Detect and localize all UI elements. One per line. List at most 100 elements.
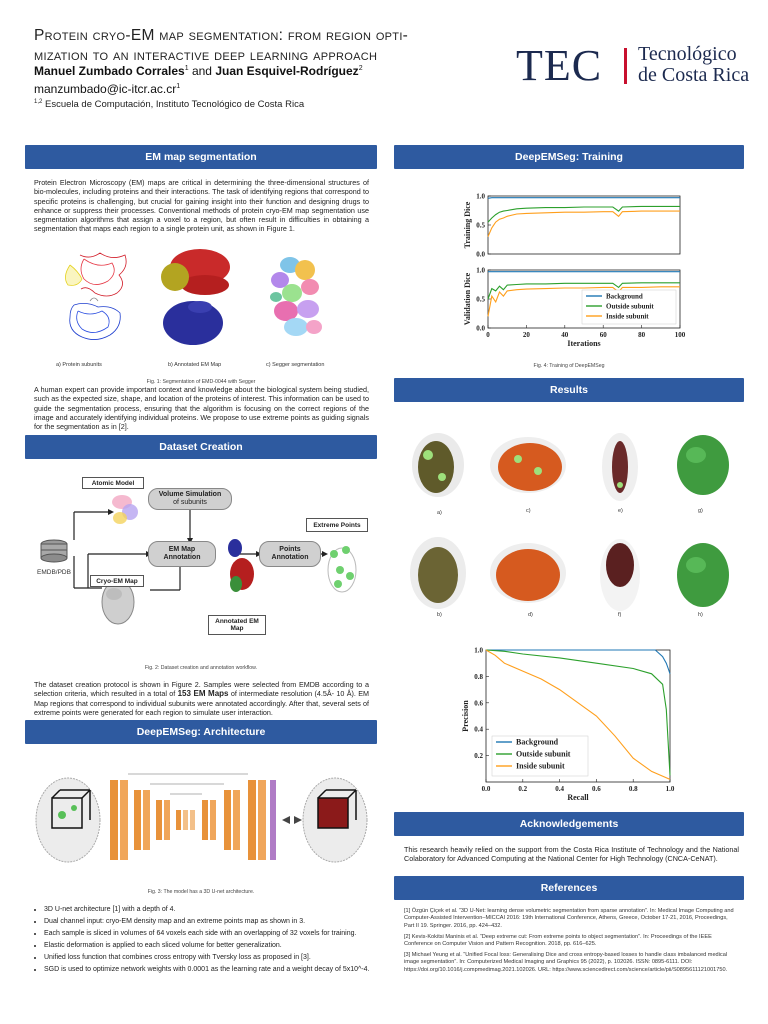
pr-x-tick-label: 0.6	[592, 785, 601, 793]
result-f	[600, 539, 640, 611]
fig1-sub-b: b) Annotated EM Map	[168, 362, 222, 368]
val-y-tick-label: 1.0	[476, 267, 485, 275]
pr-x-tick-label: 0.2	[518, 785, 527, 793]
dataset-paragraph: The dataset creation protocol is shown i…	[34, 680, 369, 717]
annotated-map-label-1: Annotated EM	[215, 618, 259, 625]
tec-logo-divider	[624, 48, 627, 84]
output-volume-thumbnail	[302, 777, 368, 863]
train-y-tick-label: 0.5	[476, 222, 485, 230]
section-training: DeepEMSeg: Training	[394, 145, 744, 169]
annotated-em-map-box: Annotated EM Map	[208, 615, 266, 635]
arch-bullet: Elastic deformation is applied to each s…	[44, 941, 379, 950]
training-dice-chart: 0.0 0.5 1.0 Training Dice 0.0 0.5 1.0 0 20 40 60 80…	[463, 193, 686, 349]
author-1: Manuel Zumbado Corrales	[34, 64, 185, 78]
dataset-para-post: of intermediate resolution (4.5Å- 10 Å).…	[34, 689, 369, 717]
pr-series-line	[485, 649, 671, 780]
email-address: manzumbado@ic-itcr.ac.cr	[34, 82, 177, 96]
val-x-tick-label: 40	[561, 331, 569, 339]
result-e	[602, 433, 638, 501]
train-series-line	[487, 197, 680, 199]
cryo-em-map-box: Cryo-EM Map	[90, 575, 144, 587]
pr-y-tick-label: 0.4	[474, 726, 483, 734]
val-x-tick-label: 80	[638, 331, 646, 339]
acknowledgements-text: This research heavily relied on the supp…	[404, 845, 739, 864]
result-d	[490, 543, 566, 603]
annotated-map-thumbnail	[228, 539, 254, 592]
emdb-label: EMDB/PDB	[37, 569, 71, 576]
result-label-d: d)	[528, 612, 533, 618]
fig4-caption: Fig. 4: Training of DeepEMSeg	[533, 363, 605, 369]
pr-series-line	[486, 649, 671, 674]
email: manzumbado@ic-itcr.ac.cr1	[34, 82, 180, 96]
result-label-b: b)	[437, 612, 442, 618]
fig1-protein-subunits	[65, 252, 127, 340]
emdb-database-icon	[40, 539, 68, 563]
title-line-1: Protein cryo-EM map segmentation: from r…	[34, 27, 409, 44]
annotated-map-label-2: Map	[230, 625, 244, 632]
val-legend-label: Background	[606, 293, 643, 301]
train-y-tick-label: 1.0	[476, 193, 485, 201]
fig1-sub-a: a) Protein subunits	[56, 362, 102, 368]
extreme-points-box: Extreme Points	[306, 518, 368, 532]
result-label-h: h)	[698, 612, 703, 618]
fig1-sub-c: c) Segger segmentation	[266, 362, 325, 368]
fig1-annotated-em-map	[161, 249, 230, 345]
author-2-sup: 2	[358, 65, 363, 72]
train-y-axis-label: Training Dice	[463, 201, 472, 248]
pr-y-tick-label: 0.6	[474, 699, 483, 707]
section-architecture: DeepEMSeg: Architecture	[25, 720, 377, 744]
affil-text: Escuela de Computación, Instituto Tecnol…	[44, 99, 305, 111]
tec-logo-mark: TEC	[516, 41, 603, 90]
arch-bullet: Unified loss function that combines cros…	[44, 953, 379, 962]
points-annotation-node: Points Annotation	[259, 541, 321, 567]
val-x-tick-label: 0	[486, 331, 490, 339]
input-volume-thumbnail	[35, 777, 101, 863]
result-label-c: c)	[526, 508, 531, 514]
arch-bullet: SGD is used to optimize network weights …	[44, 965, 379, 974]
train-plot-frame	[487, 195, 681, 255]
title-line-2: mization to an interactive deep learning…	[34, 47, 378, 64]
precision-recall-chart: 0.2 0.4 0.6 0.8 1.0 0.0 0.2 0.4 0.6 0.8 1.0 Precisi…	[461, 647, 675, 803]
affil-sup: 1,2	[34, 99, 43, 105]
pr-y-tick-label: 1.0	[474, 647, 483, 655]
val-x-tick-label: 20	[523, 331, 531, 339]
author-and: and	[191, 64, 212, 78]
cryo-em-map-thumbnail	[101, 579, 135, 625]
reference-item: [3] Michael Yeung et al. “Unified Focal …	[404, 952, 728, 973]
result-c	[490, 437, 566, 493]
val-legend-label: Inside subunit	[606, 313, 649, 321]
fig1-caption: Fig. 1: Segmentation of EMD-0044 with Se…	[146, 379, 256, 385]
volume-sim-label-1: Volume Simulation	[158, 491, 222, 498]
points-annot-label-1: Points	[279, 546, 301, 553]
volume-simulation-node: Volume Simulation of subunits	[148, 488, 232, 510]
fig2-caption: Fig. 2: Dataset creation and annotation …	[144, 665, 258, 671]
result-label-e: e)	[618, 508, 623, 514]
result-b	[410, 537, 466, 609]
pr-y-tick-label: 0.2	[474, 752, 483, 760]
result-label-a: a)	[437, 510, 442, 516]
dataset-para-pre: The dataset creation protocol is shown i…	[34, 680, 369, 699]
fig1-segger-segmentation	[270, 257, 322, 336]
val-y-axis-label: Validation Dice	[463, 272, 472, 325]
authors: Manuel Zumbado Corrales1 and Juan Esquiv…	[34, 64, 363, 78]
val-legend-label: Outside subunit	[606, 303, 654, 311]
volume-sim-label-2: of subunits	[173, 499, 207, 506]
result-label-f: f)	[618, 612, 622, 618]
pr-legend-label: Outside subunit	[516, 750, 571, 759]
pr-x-axis-label: Recall	[567, 793, 589, 802]
pr-series-line	[485, 649, 671, 776]
section-references: References	[394, 876, 744, 900]
email-sup: 1	[176, 83, 181, 90]
fig2-workflow-diagram	[40, 495, 357, 625]
val-y-tick-label: 0.0	[476, 325, 485, 333]
poster-title: Protein cryo-EM map segmentation: from r…	[34, 26, 494, 66]
result-label-g: g)	[698, 508, 703, 514]
pr-x-tick-label: 0.4	[555, 785, 564, 793]
train-series-line	[487, 205, 680, 223]
section-dataset-creation: Dataset Creation	[25, 435, 377, 459]
arch-bullet: 3D U-net architecture [1] with a depth o…	[44, 905, 379, 914]
extreme-points-thumbnail	[327, 546, 357, 593]
pr-x-tick-label: 0.0	[482, 785, 491, 793]
architecture-bullets: 3D U-net architecture [1] with a depth o…	[32, 905, 379, 977]
val-x-tick-label: 60	[600, 331, 608, 339]
